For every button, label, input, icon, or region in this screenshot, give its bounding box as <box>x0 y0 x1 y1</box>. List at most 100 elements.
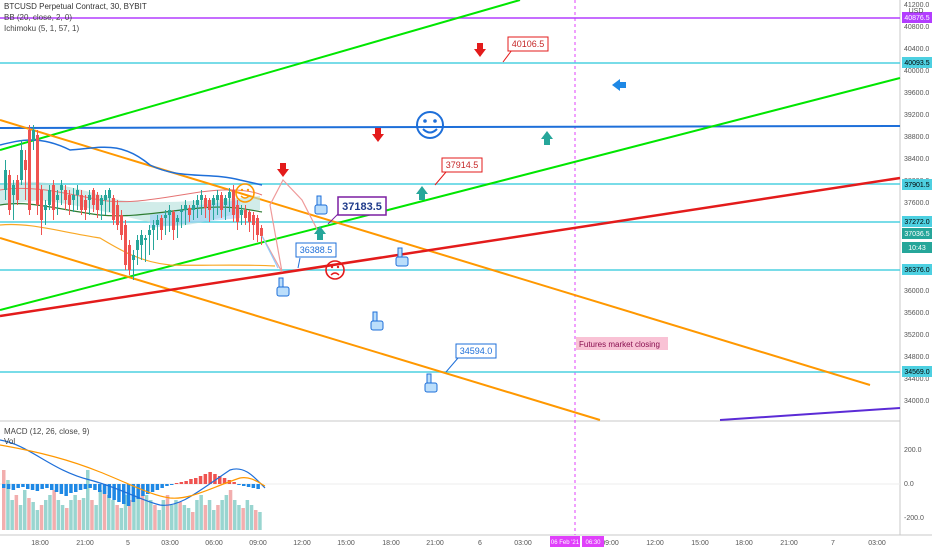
candle[interactable] <box>172 210 175 240</box>
candle[interactable] <box>100 195 103 220</box>
candle[interactable] <box>60 180 63 205</box>
candlesticks[interactable] <box>4 125 263 280</box>
candle[interactable] <box>24 150 27 200</box>
candle[interactable] <box>20 140 23 185</box>
candle[interactable] <box>200 190 203 215</box>
candle[interactable] <box>104 190 107 215</box>
candle[interactable] <box>180 205 183 228</box>
candle[interactable] <box>112 195 115 225</box>
callout-36388[interactable]: 36388.5 <box>295 242 337 269</box>
candle[interactable] <box>40 185 43 235</box>
candle[interactable] <box>132 250 135 280</box>
candle[interactable] <box>244 205 247 225</box>
candle[interactable] <box>204 195 207 218</box>
bb-legend[interactable]: BB (20, close, 2, 0) <box>4 13 73 22</box>
candle[interactable] <box>108 188 111 212</box>
candle[interactable] <box>124 220 127 270</box>
candle[interactable] <box>168 205 171 232</box>
candle[interactable] <box>128 240 131 275</box>
smiley-icon[interactable] <box>416 111 444 139</box>
candle[interactable] <box>228 188 231 212</box>
level-blue-38900[interactable] <box>0 125 901 129</box>
ichimoku-legend[interactable]: Ichimoku (5, 1, 57, 1) <box>4 24 80 33</box>
orange-channel-lower[interactable] <box>0 237 601 421</box>
candle[interactable] <box>56 190 59 215</box>
candle[interactable] <box>212 195 215 220</box>
callout-37914[interactable]: 37914.5 <box>434 157 483 186</box>
arrow-down-red-1[interactable] <box>474 43 486 57</box>
arrow-down-red-3[interactable] <box>277 163 289 177</box>
callout-40106[interactable]: 40106.5 <box>502 36 549 63</box>
candle[interactable] <box>84 195 87 220</box>
candle[interactable] <box>120 210 123 240</box>
candle[interactable] <box>140 230 143 260</box>
macd-pane[interactable]: 200.0 0.0 -200.0 <box>0 439 924 530</box>
candle[interactable] <box>44 200 47 225</box>
candle[interactable] <box>48 185 51 210</box>
arrow-down-red-2[interactable] <box>372 128 384 142</box>
arrow-left-blue[interactable] <box>612 79 626 91</box>
candle[interactable] <box>232 185 235 222</box>
candle[interactable] <box>184 200 187 225</box>
candle[interactable] <box>80 190 83 215</box>
vol-legend[interactable]: Vol <box>4 437 16 446</box>
green-channel-upper[interactable] <box>0 0 521 151</box>
candle[interactable] <box>28 125 31 215</box>
violet-trend-line[interactable] <box>719 407 901 421</box>
orange-channel-upper[interactable] <box>0 119 871 386</box>
candle[interactable] <box>16 175 19 205</box>
candle[interactable] <box>196 195 199 218</box>
candle[interactable] <box>260 225 263 245</box>
candle[interactable] <box>64 185 67 210</box>
candle[interactable] <box>248 210 251 232</box>
arrow-up-teal-1[interactable] <box>541 131 553 145</box>
candle[interactable] <box>152 220 155 250</box>
candle[interactable] <box>136 235 139 265</box>
arrow-up-teal-2[interactable] <box>416 186 428 200</box>
candle[interactable] <box>164 210 167 235</box>
candle[interactable] <box>160 215 163 240</box>
hand-pointer-icons[interactable] <box>276 195 438 393</box>
candle[interactable] <box>224 195 227 220</box>
sad-face-icon[interactable] <box>325 260 345 280</box>
candle[interactable] <box>208 198 211 222</box>
candle[interactable] <box>8 170 11 215</box>
candle[interactable] <box>156 215 159 240</box>
candle[interactable] <box>148 225 151 255</box>
smiley-orange-icon[interactable] <box>235 183 255 203</box>
futures-note[interactable]: Futures market closing <box>576 337 668 350</box>
candle[interactable] <box>72 188 75 212</box>
candle[interactable] <box>216 190 219 215</box>
candle[interactable] <box>220 192 223 218</box>
arrow-markers[interactable] <box>277 43 626 240</box>
green-channel-lower[interactable] <box>0 77 901 311</box>
candle[interactable] <box>188 205 191 222</box>
candle[interactable] <box>192 200 195 220</box>
callout-34594[interactable]: 34594.0 <box>445 343 497 373</box>
candle[interactable] <box>144 235 147 262</box>
candle[interactable] <box>92 188 95 212</box>
candle[interactable] <box>76 185 79 210</box>
trend-lines[interactable] <box>0 0 901 421</box>
candle[interactable] <box>32 125 35 150</box>
time-axis[interactable]: 18:00 21:00 5 03:00 06:00 09:00 12:00 15:00 18:0… <box>31 540 886 547</box>
callout-37183[interactable]: 37183.5 <box>327 196 387 225</box>
arrow-up-teal-3[interactable] <box>314 226 326 240</box>
candle[interactable] <box>236 200 239 230</box>
candle[interactable] <box>96 192 99 218</box>
red-trend-line[interactable] <box>0 176 901 318</box>
candle[interactable] <box>252 212 255 240</box>
candle[interactable] <box>68 190 71 215</box>
horizontal-levels[interactable] <box>0 17 901 373</box>
macd-legend[interactable]: MACD (12, 26, close, 9) <box>4 427 90 436</box>
candle[interactable] <box>4 160 7 200</box>
candle[interactable] <box>240 205 243 225</box>
candle[interactable] <box>12 180 15 220</box>
candle[interactable] <box>116 200 119 230</box>
candle[interactable] <box>36 130 39 215</box>
candle[interactable] <box>176 215 179 238</box>
candle[interactable] <box>256 215 259 242</box>
candle[interactable] <box>52 180 55 220</box>
